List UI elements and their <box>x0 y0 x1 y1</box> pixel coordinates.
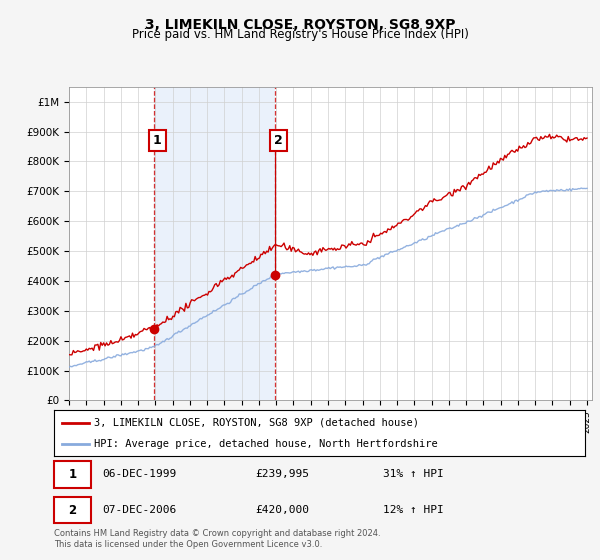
Text: 07-DEC-2006: 07-DEC-2006 <box>102 505 176 515</box>
Text: HPI: Average price, detached house, North Hertfordshire: HPI: Average price, detached house, Nort… <box>94 439 437 449</box>
Text: 06-DEC-1999: 06-DEC-1999 <box>102 469 176 479</box>
Text: 3, LIMEKILN CLOSE, ROYSTON, SG8 9XP: 3, LIMEKILN CLOSE, ROYSTON, SG8 9XP <box>145 18 455 32</box>
Text: 3, LIMEKILN CLOSE, ROYSTON, SG8 9XP (detached house): 3, LIMEKILN CLOSE, ROYSTON, SG8 9XP (det… <box>94 418 419 428</box>
Text: 2: 2 <box>274 134 283 147</box>
Text: 31% ↑ HPI: 31% ↑ HPI <box>383 469 444 479</box>
Text: 12% ↑ HPI: 12% ↑ HPI <box>383 505 444 515</box>
FancyBboxPatch shape <box>54 497 91 523</box>
Text: £420,000: £420,000 <box>256 505 310 515</box>
Text: Contains HM Land Registry data © Crown copyright and database right 2024.
This d: Contains HM Land Registry data © Crown c… <box>54 529 380 549</box>
Text: 2: 2 <box>68 503 77 516</box>
FancyBboxPatch shape <box>54 461 91 488</box>
Bar <box>154 87 275 400</box>
Text: 1: 1 <box>68 468 77 481</box>
Text: Price paid vs. HM Land Registry's House Price Index (HPI): Price paid vs. HM Land Registry's House … <box>131 28 469 41</box>
Text: 1: 1 <box>153 134 162 147</box>
Text: £239,995: £239,995 <box>256 469 310 479</box>
